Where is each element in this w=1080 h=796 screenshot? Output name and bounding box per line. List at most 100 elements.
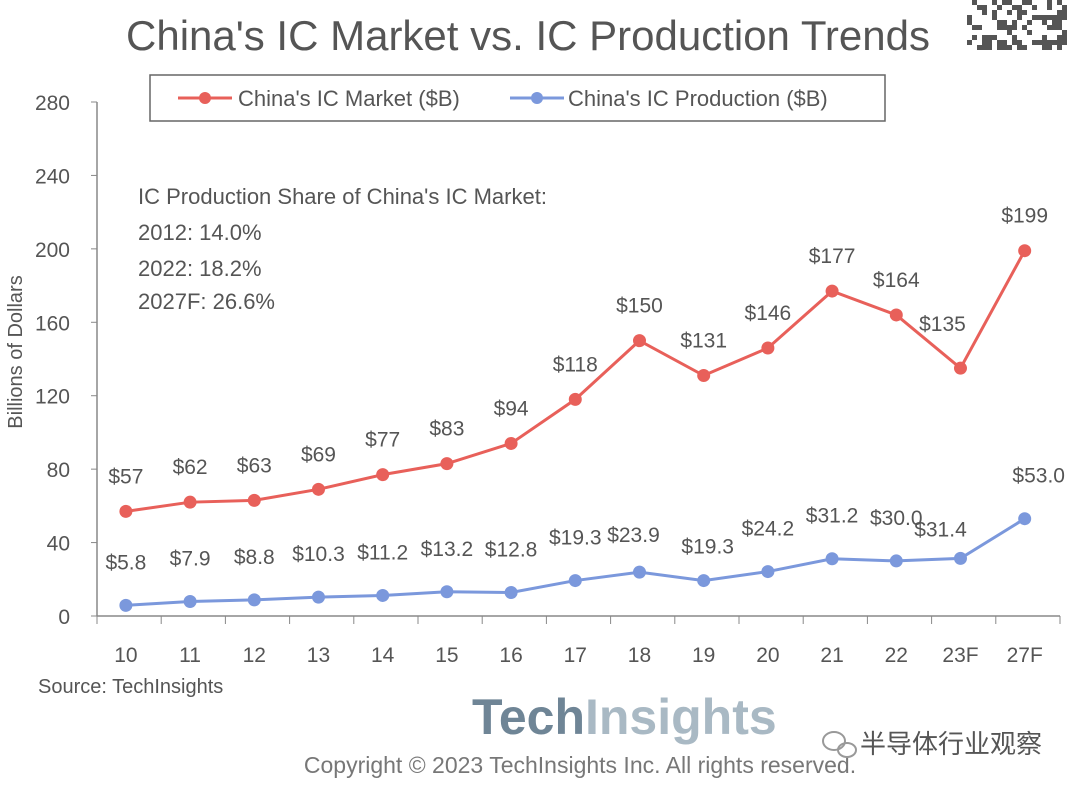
y-tick-label: 160 (35, 312, 70, 335)
y-tick-label: 80 (47, 459, 70, 482)
data-label: $19.3 (549, 527, 602, 550)
qr-module (997, 25, 1002, 30)
qr-module (1002, 20, 1007, 25)
data-point (953, 361, 967, 375)
x-tick-label: 20 (756, 644, 779, 667)
qr-module (1017, 5, 1022, 10)
qr-module (1062, 10, 1067, 15)
qr-module (1012, 35, 1017, 40)
data-label: $94 (494, 397, 529, 420)
qr-module (1062, 40, 1067, 45)
legend-production-label: China's IC Production ($B) (568, 86, 828, 111)
data-point (1018, 244, 1032, 258)
x-tick-label: 16 (499, 644, 522, 667)
qr-module (967, 15, 972, 20)
source-note: Source: TechInsights (38, 676, 223, 698)
data-label: $135 (919, 313, 966, 336)
qr-module (1017, 45, 1022, 50)
qr-module (1007, 30, 1012, 35)
qr-module (1002, 40, 1007, 45)
data-point (119, 504, 133, 518)
data-label: $11.2 (357, 541, 408, 564)
x-tick-label: 18 (628, 644, 651, 667)
qr-module (1057, 40, 1062, 45)
data-label: $83 (429, 418, 464, 441)
x-tick-label: 13 (307, 644, 330, 667)
qr-module (992, 10, 997, 15)
data-label: $146 (745, 302, 792, 325)
data-point (440, 457, 454, 471)
data-point (825, 284, 839, 298)
data-point (889, 308, 903, 322)
qr-module (1047, 15, 1052, 20)
data-point (504, 586, 518, 600)
qr-module (987, 40, 992, 45)
qr-module (982, 5, 987, 10)
data-point (311, 482, 325, 496)
qr-module (1007, 10, 1012, 15)
annotation-line: 2012: 14.0% (138, 220, 262, 245)
data-point (632, 565, 646, 579)
qr-module (1052, 40, 1057, 45)
qr-module (987, 45, 992, 50)
data-label: $7.9 (170, 547, 211, 570)
y-tick-label: 280 (35, 92, 70, 115)
data-label: $5.8 (105, 551, 146, 574)
data-point (568, 392, 582, 406)
qr-module (1022, 10, 1027, 15)
legend-market-label: China's IC Market ($B) (238, 86, 460, 111)
x-tick-label: 21 (820, 644, 843, 667)
data-point (697, 574, 711, 588)
data-label: $62 (173, 456, 208, 479)
qr-module (1017, 15, 1022, 20)
qr-module (982, 10, 987, 15)
data-point (632, 334, 646, 348)
qr-module (997, 20, 1002, 25)
x-tick-label: 14 (371, 644, 395, 667)
qr-module (1012, 25, 1017, 30)
qr-module (1037, 40, 1042, 45)
wechat-icon (822, 731, 857, 758)
data-label: $164 (873, 269, 920, 292)
x-tick-label: 10 (114, 644, 137, 667)
qr-module (1012, 5, 1017, 10)
qr-module (997, 5, 1002, 10)
qr-module (1032, 40, 1037, 45)
qr-module (977, 45, 982, 50)
qr-module (992, 0, 997, 5)
y-tick-label: 0 (58, 606, 70, 629)
qr-module (1027, 20, 1032, 25)
data-label: $57 (108, 465, 143, 488)
data-label: $118 (553, 353, 598, 376)
data-point (1018, 512, 1032, 526)
y-tick-label: 120 (35, 386, 70, 409)
x-tick-label: 11 (179, 644, 201, 667)
qr-module (1047, 25, 1052, 30)
qr-module (1037, 15, 1042, 20)
qr-module (1042, 40, 1047, 45)
axes: 0 40 80 120 160 200 240 280 10 11 12 13 14 15 16 17 18 19… (35, 92, 1061, 667)
data-label: $30.0 (870, 507, 923, 530)
qr-module (982, 35, 987, 40)
qr-module (1047, 45, 1052, 50)
chart-title: China's IC Market vs. IC Production Tren… (126, 12, 930, 59)
data-point (825, 552, 839, 566)
qr-module (1052, 15, 1057, 20)
qr-module (1032, 5, 1037, 10)
qr-module (982, 45, 987, 50)
qr-module (1007, 0, 1012, 5)
x-tick-label: 22 (885, 644, 908, 667)
qr-module (1062, 35, 1067, 40)
data-point (761, 565, 775, 579)
data-point (376, 468, 390, 482)
annotation: IC Production Share of China's IC Market… (138, 184, 547, 314)
annotation-heading: IC Production Share of China's IC Market… (138, 184, 547, 209)
qr-module (1017, 10, 1022, 15)
qr-module (997, 45, 1002, 50)
qr-module (1022, 0, 1027, 5)
data-point (568, 574, 582, 588)
qr-module (1047, 5, 1052, 10)
data-point (119, 598, 133, 612)
y-tick-label: 200 (35, 239, 70, 262)
